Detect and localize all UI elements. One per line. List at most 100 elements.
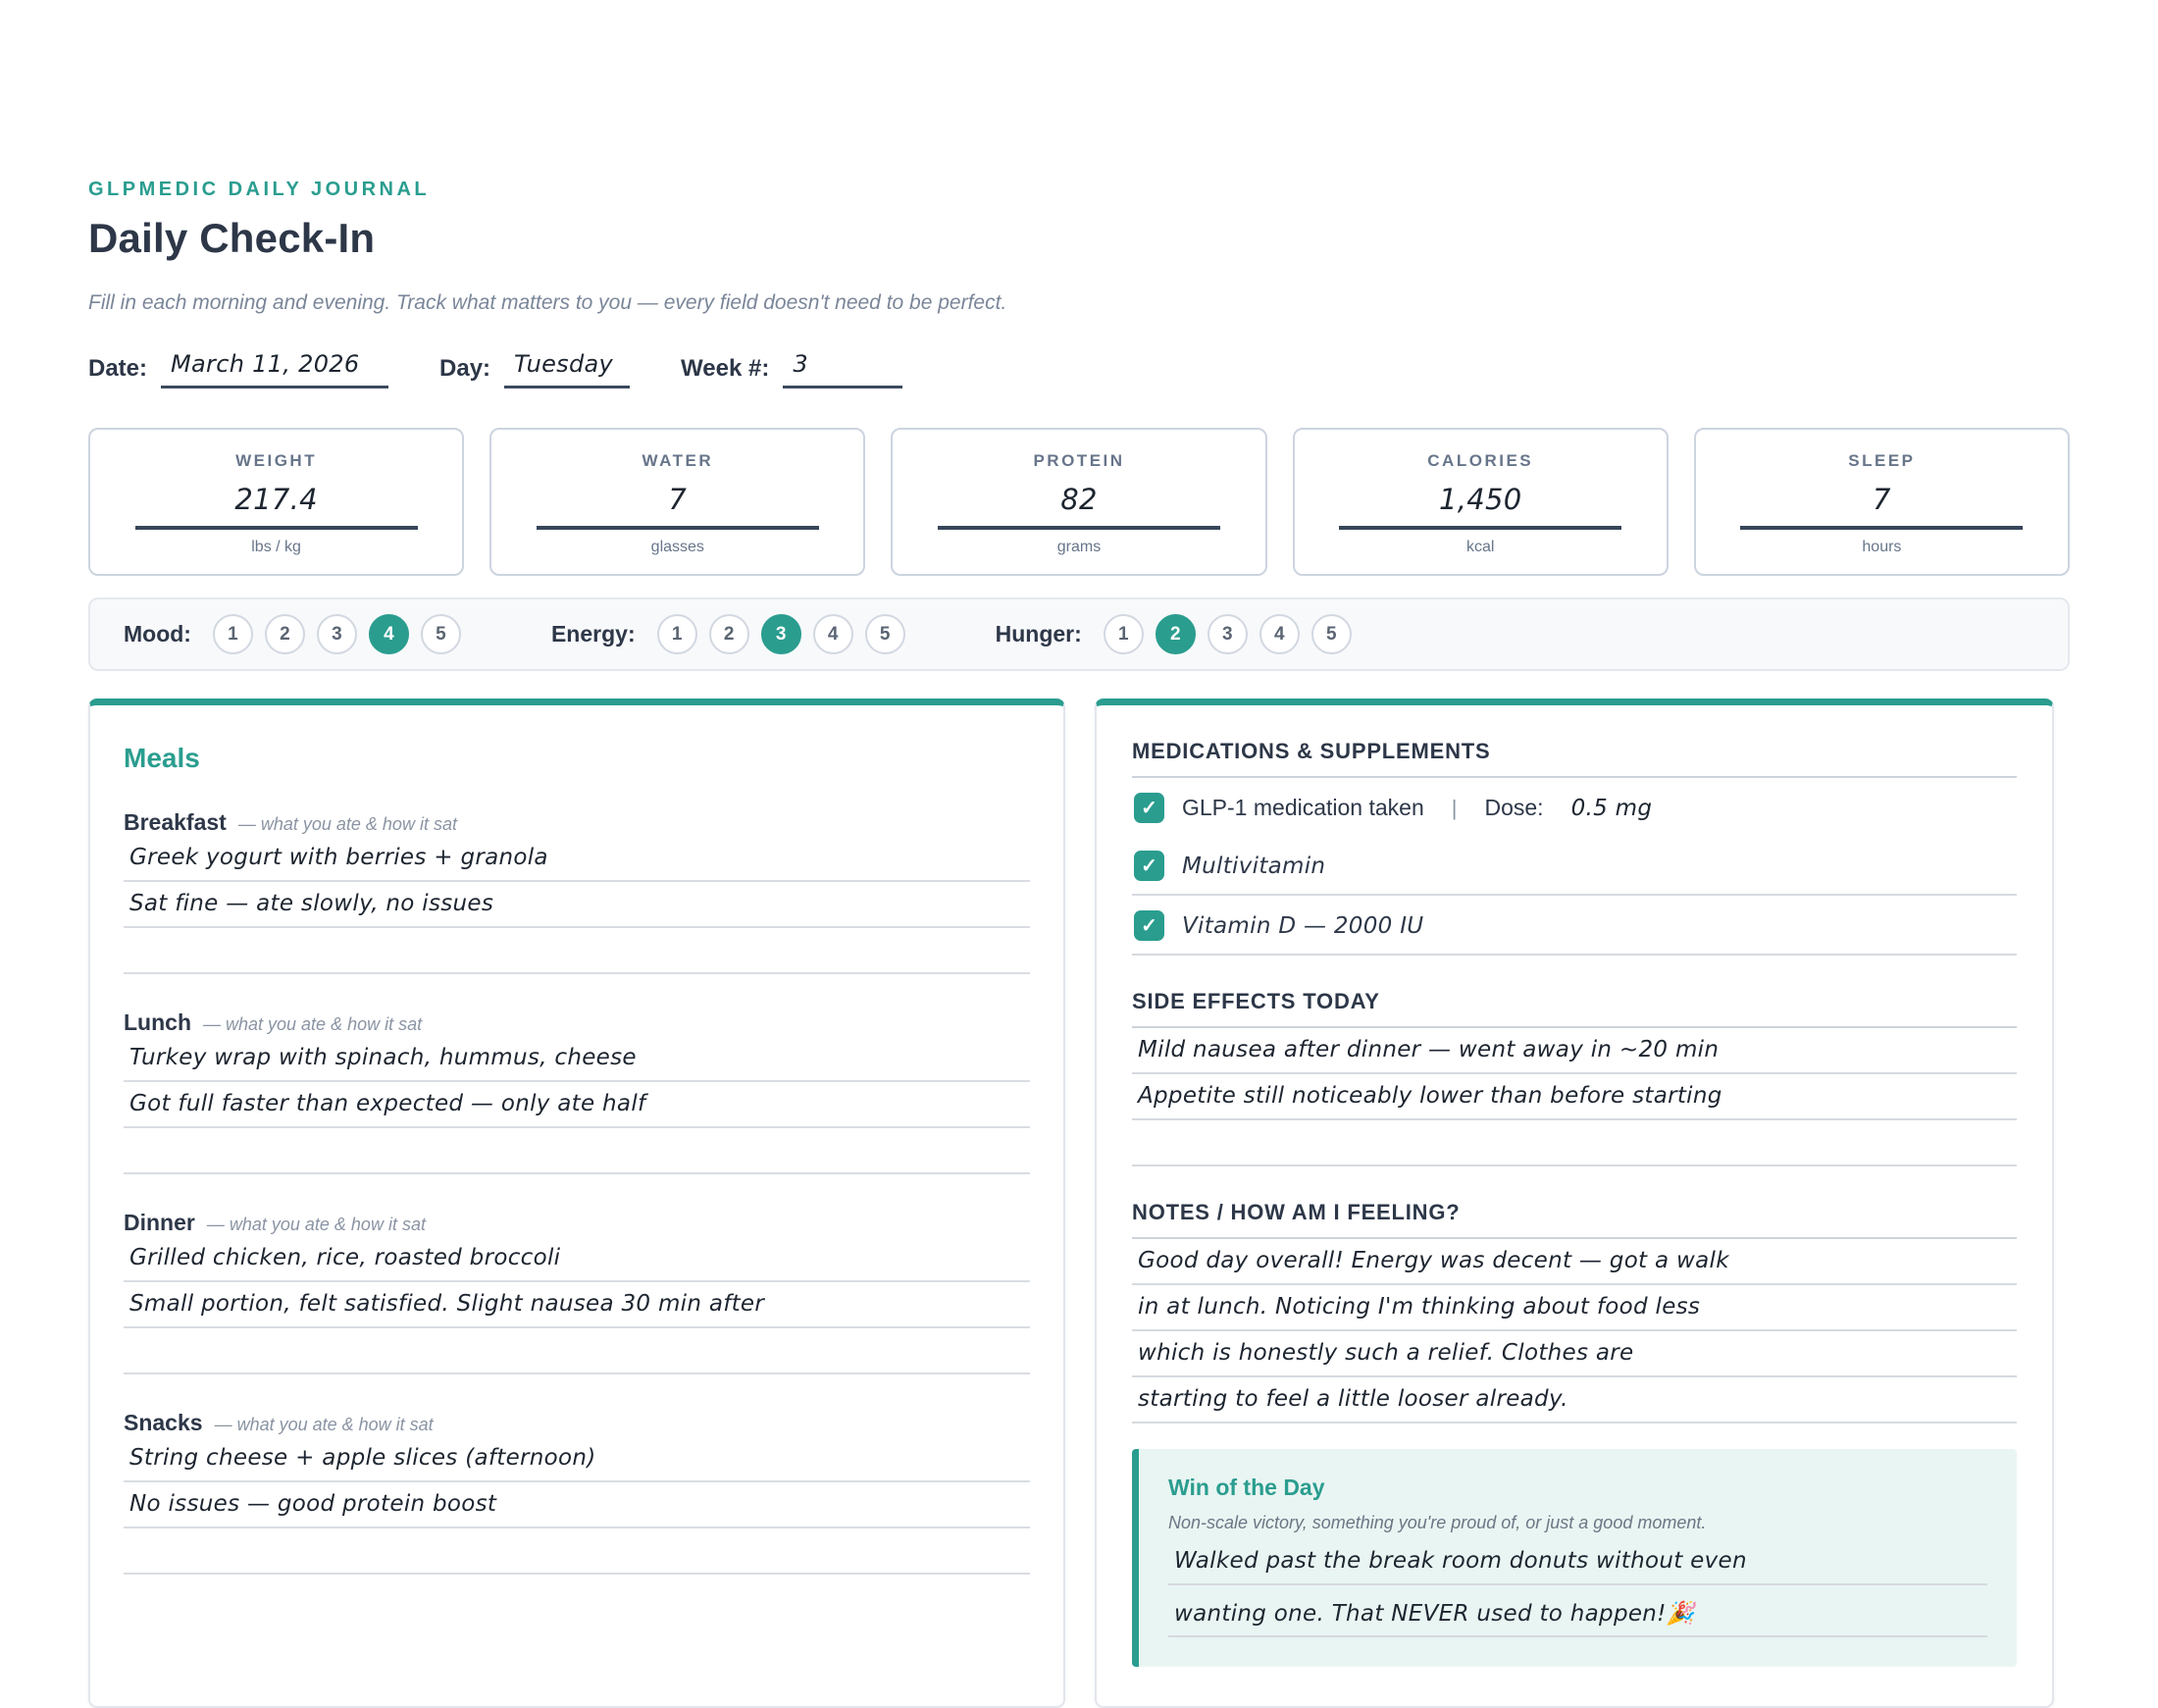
energy-option-4[interactable]: 4 [812,614,853,654]
dose-label: Dose: [1484,795,1544,820]
notes-line-2[interactable]: in at lunch. Noticing I'm thinking about… [1132,1285,2017,1331]
hunger-option-4[interactable]: 4 [1259,614,1300,654]
snacks-section: Snacks — what you ate & how it sat Strin… [124,1410,1030,1575]
weight-input[interactable]: 217.4 [134,483,418,530]
breakfast-line-2[interactable]: Sat fine — ate slowly, no issues [124,882,1030,928]
mood-option-4-selected[interactable]: 4 [368,614,409,654]
glp1-medication-row: ✓ GLP-1 medication taken | Dose: 0.5 mg [1132,778,2017,836]
mood-label: Mood: [124,621,191,647]
snacks-line-2[interactable]: No issues — good protein boost [124,1482,1030,1528]
hunger-option-1[interactable]: 1 [1103,614,1144,654]
multivitamin-checkbox-checked[interactable]: ✓ [1134,851,1164,881]
energy-label: Energy: [550,621,636,647]
side-effects-header: SIDE EFFECTS TODAY [1132,989,2017,1028]
dinner-line-3[interactable] [124,1328,1030,1374]
win-of-the-day-box: Win of the Day Non-scale victory, someth… [1132,1449,2017,1667]
win-line-2[interactable]: wanting one. That NEVER used to happen!🎉 [1168,1591,1987,1637]
side-effects-line-2[interactable]: Appetite still noticeably lower than bef… [1132,1074,2017,1120]
hunger-label: Hunger: [995,621,1082,647]
meal-hint: — what you ate & how it sat [237,814,457,834]
stat-label: WATER [642,451,714,470]
mood-option-5[interactable]: 5 [420,614,461,654]
date-input[interactable]: March 11, 2026 [161,350,389,388]
side-effects-line-1[interactable]: Mild nausea after dinner — went away in … [1132,1028,2017,1074]
water-input[interactable]: 7 [536,483,819,530]
meals-title: Meals [124,743,200,773]
notes-line-3[interactable]: which is honestly such a relief. Clothes… [1132,1331,2017,1377]
lunch-line-3[interactable] [124,1128,1030,1174]
protein-input[interactable]: 82 [938,483,1220,530]
dinner-line-2[interactable]: Small portion, felt satisfied. Slight na… [124,1282,1030,1328]
meal-hint: — what you ate & how it sat [203,1014,423,1034]
breakfast-label: Breakfast [124,809,227,835]
win-subtitle: Non-scale victory, something you're prou… [1168,1513,1707,1532]
stat-label: CALORIES [1427,451,1534,470]
health-panel: MEDICATIONS & SUPPLEMENTS ✓ GLP-1 medica… [1095,699,2054,1708]
energy-option-3-selected[interactable]: 3 [760,614,801,654]
day-label: Day: [439,355,491,382]
snacks-line-1[interactable]: String cheese + apple slices (afternoon) [124,1436,1030,1482]
lunch-line-1[interactable]: Turkey wrap with spinach, hummus, cheese [124,1036,1030,1082]
energy-option-2[interactable]: 2 [708,614,749,654]
ratings-bar: Mood: 1 2 3 4 5 Energy: 1 2 3 4 5 Hunger… [88,597,2070,671]
meta-row: Date: March 11, 2026 Day: Tuesday Week #… [88,350,2070,388]
day-input[interactable]: Tuesday [504,350,631,388]
mood-option-1[interactable]: 1 [212,614,253,654]
notes-line-1[interactable]: Good day overall! Energy was decent — go… [1132,1239,2017,1285]
lunch-section: Lunch — what you ate & how it sat Turkey… [124,1009,1030,1174]
page-subtitle: Fill in each morning and evening. Track … [88,291,1007,314]
rating-mood: Mood: 1 2 3 4 5 [124,614,461,654]
glp1-text: GLP-1 medication taken [1182,795,1424,820]
dinner-line-1[interactable]: Grilled chicken, rice, roasted broccoli [124,1236,1030,1282]
stat-card-water: WATER 7 glasses [489,428,866,576]
checkmark-icon: ✓ [1141,855,1157,877]
multivitamin-row: ✓ Multivitamin [1132,836,2017,896]
vitamin-d-row: ✓ Vitamin D — 2000 IU [1132,896,2017,956]
date-field-group: Date: March 11, 2026 [88,350,389,388]
stat-unit: grams [1056,539,1102,555]
rating-hunger: Hunger: 1 2 3 4 5 [996,614,1352,654]
vitamin-d-input[interactable]: Vitamin D — 2000 IU [1182,912,1424,939]
stat-unit: kcal [1465,539,1495,555]
checkmark-icon: ✓ [1141,915,1157,937]
win-title: Win of the Day [1168,1475,1325,1500]
stat-unit: hours [1862,539,1902,555]
stat-unit: glasses [650,539,704,555]
mood-option-3[interactable]: 3 [316,614,357,654]
breakfast-line-1[interactable]: Greek yogurt with berries + granola [124,836,1030,882]
mood-option-2[interactable]: 2 [264,614,305,654]
dose-input[interactable]: 0.5 mg [1570,795,1653,821]
lunch-label: Lunch [124,1009,191,1035]
energy-option-1[interactable]: 1 [656,614,697,654]
content-columns: Meals Breakfast — what you ate & how it … [88,699,2070,1708]
notes-line-4[interactable]: starting to feel a little looser already… [1132,1377,2017,1423]
multivitamin-input[interactable]: Multivitamin [1182,853,1326,879]
energy-option-5[interactable]: 5 [864,614,905,654]
hunger-option-2-selected[interactable]: 2 [1155,614,1196,654]
week-input[interactable]: 3 [783,350,903,388]
vitamin-d-checkbox-checked[interactable]: ✓ [1134,910,1164,941]
stat-card-weight: WEIGHT 217.4 lbs / kg [88,428,465,576]
hunger-option-5[interactable]: 5 [1310,614,1352,654]
sleep-input[interactable]: 7 [1740,483,2024,530]
page-title: Daily Check-In [88,215,376,261]
meal-hint: — what you ate & how it sat [214,1415,434,1434]
daily-check-in-page: GLPMEDIC DAILY JOURNAL Daily Check-In Fi… [88,179,2071,1708]
medications-header: MEDICATIONS & SUPPLEMENTS [1132,739,2017,778]
breakfast-section: Breakfast — what you ate & how it sat Gr… [124,809,1030,974]
date-label: Date: [88,355,148,382]
stat-label: PROTEIN [1033,451,1125,470]
glp1-checkbox-checked[interactable]: ✓ [1134,793,1164,823]
side-effects-line-3[interactable] [1132,1120,2017,1166]
hunger-option-3[interactable]: 3 [1207,614,1248,654]
win-line-1[interactable]: Walked past the break room donuts withou… [1168,1539,1987,1585]
separator: | [1451,795,1458,820]
dinner-section: Dinner — what you ate & how it sat Grill… [124,1210,1030,1374]
lunch-line-2[interactable]: Got full faster than expected — only ate… [124,1082,1030,1128]
calories-input[interactable]: 1,450 [1339,483,1622,530]
snacks-line-3[interactable] [124,1528,1030,1575]
journal-eyebrow: GLPMEDIC DAILY JOURNAL [88,179,431,200]
breakfast-line-3[interactable] [124,928,1030,974]
meal-hint: — what you ate & how it sat [206,1215,426,1234]
notes-header: NOTES / HOW AM I FEELING? [1132,1200,2017,1239]
